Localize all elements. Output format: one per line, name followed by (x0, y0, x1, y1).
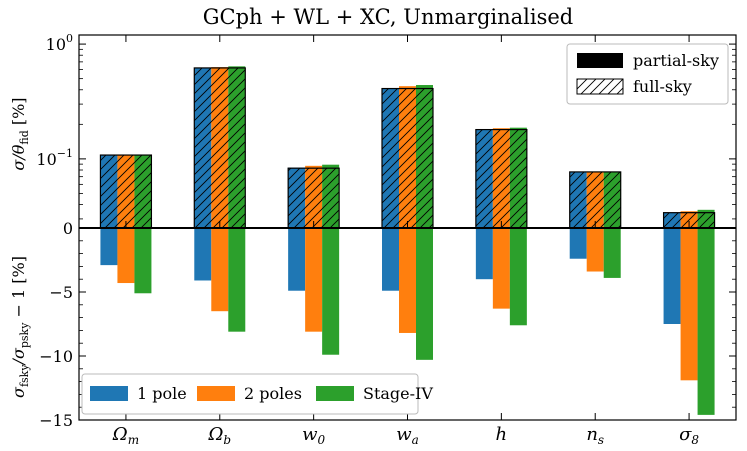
bottom-bar-stage-iv-5 (603, 228, 621, 278)
category-sub-5: s (598, 433, 604, 447)
series-swatch-2 (316, 386, 354, 401)
bottom-bar-1-pole-0 (100, 228, 118, 266)
partial-sky-swatch (577, 53, 623, 68)
category-base-5: n (586, 424, 598, 445)
category-label-6: σ8 (679, 424, 699, 447)
series-swatch-0 (90, 386, 128, 401)
bottom-tick-label-0: −5 (49, 283, 73, 302)
bottom-bar-stage-iv-1 (228, 228, 246, 332)
top-tick-base-0: 10 (46, 35, 66, 54)
partial-sky-label: partial-sky (633, 51, 719, 70)
bottom-tick-label-2: −15 (39, 411, 73, 430)
top-y-axis-label: σ/θfid [%] (9, 97, 31, 170)
full-sky-swatch (576, 78, 624, 95)
category-base-6: σ (679, 424, 692, 445)
bottom-y-axis-label: σfsky/σpsky − 1 [%] (9, 256, 31, 398)
bottom-bar-2-poles-1 (211, 228, 229, 312)
top-tick-label-1: 10−1 (36, 147, 73, 169)
bottom-bar-1-pole-3 (382, 228, 399, 291)
series-legend: 1 pole 2 poles Stage-IV (81, 373, 433, 415)
full-sky-hatch-0 (100, 155, 152, 228)
chart-title: GCph + WL + XC, Unmarginalised (203, 5, 573, 29)
full-sky-hatch-3 (382, 88, 433, 228)
category-base-0: Ω (112, 424, 128, 445)
bottom-bar-2-poles-3 (399, 228, 416, 333)
top-tick-exp-0: 0 (66, 32, 73, 45)
bottom-bar-1-pole-2 (288, 228, 306, 291)
category-base-3: w (396, 424, 412, 445)
top-ylabel-slash: /θ (9, 144, 28, 161)
bottom-bar-2-poles-0 (117, 228, 135, 284)
bottom-bar-1-pole-1 (194, 228, 212, 281)
top-tick-exp-1: −1 (57, 147, 73, 160)
bottom-bar-2-poles-2 (305, 228, 323, 332)
bottom-bar-2-poles-4 (492, 228, 510, 309)
top-tick-label-0: 100 (46, 32, 73, 54)
full-sky-hatch-6 (663, 212, 715, 228)
bottom-bar-1-pole-4 (475, 228, 493, 280)
series-legend-box (81, 373, 419, 415)
top-ylabel-sigma: σ (9, 159, 28, 171)
bottom-ylabel-sub2: psky (18, 322, 31, 348)
category-sub-2: 0 (318, 433, 326, 447)
bottom-bar-stage-iv-2 (322, 228, 340, 355)
top-ylabel-sub: fid (18, 130, 31, 144)
bottom-bar-1-pole-5 (569, 228, 587, 259)
bottom-bar-stage-iv-3 (416, 228, 433, 360)
category-sub-3: a (412, 433, 419, 447)
category-base-4: h (496, 424, 508, 445)
category-sub-1: b (223, 433, 231, 447)
full-sky-hatch-2 (288, 168, 340, 228)
series-label-0: 1 pole (137, 384, 187, 403)
series-swatch-1 (197, 386, 235, 401)
full-sky-label: full-sky (633, 77, 692, 96)
category-base-2: w (302, 424, 318, 445)
bottom-bar-1-pole-6 (663, 228, 681, 324)
category-sub-0: m (128, 433, 139, 447)
category-label-2: w0 (302, 424, 325, 447)
category-base-1: Ω (207, 424, 223, 445)
zero-tick-label: 0 (63, 219, 73, 238)
bottom-ylabel-s1: σ (9, 386, 28, 398)
category-label-4: h (496, 424, 508, 445)
top-tick-base-1: 10 (36, 150, 56, 169)
bottom-ylabel-slash: /σ (9, 347, 28, 366)
sky-legend: partial-sky full-sky (566, 43, 729, 105)
full-sky-hatch-1 (194, 67, 246, 228)
bottom-ylabel-sub1: fsky (18, 364, 31, 387)
bottom-ylabel-rest: − 1 [%] (9, 256, 28, 323)
bottom-tick-label-1: −10 (39, 347, 73, 366)
bottom-bar-stage-iv-0 (134, 228, 152, 294)
full-sky-hatch-5 (569, 171, 621, 228)
bottom-bar-stage-iv-4 (509, 228, 527, 326)
full-sky-hatch-4 (475, 129, 527, 228)
series-label-1: 2 poles (244, 384, 302, 403)
top-ylabel-unit: [%] (9, 97, 28, 130)
bottom-bar-2-poles-6 (680, 228, 698, 381)
category-label-5: ns (586, 424, 604, 447)
series-label-2: Stage-IV (363, 384, 433, 403)
bottom-bar-2-poles-5 (586, 228, 604, 272)
category-label-1: Ωb (207, 424, 231, 447)
bottom-bar-stage-iv-6 (697, 228, 715, 415)
category-sub-6: 8 (691, 433, 699, 447)
category-label-0: Ωm (112, 424, 139, 447)
category-label-3: wa (396, 424, 419, 447)
